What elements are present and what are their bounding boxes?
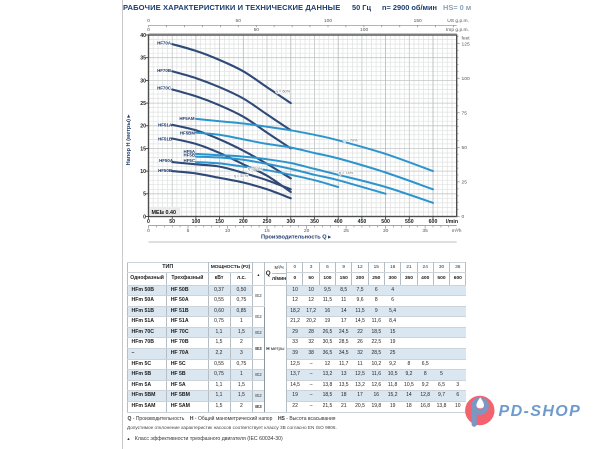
- svg-text:10: 10: [225, 228, 231, 234]
- svg-text:150: 150: [215, 219, 224, 225]
- svg-text:35: 35: [422, 228, 428, 234]
- svg-text:125: 125: [462, 41, 470, 47]
- svg-text:30: 30: [383, 228, 389, 234]
- svg-text:100: 100: [360, 27, 368, 33]
- svg-text:30: 30: [140, 78, 146, 84]
- svg-text:10: 10: [140, 169, 146, 175]
- svg-text:25: 25: [140, 101, 146, 107]
- svg-text:500: 500: [381, 219, 390, 225]
- svg-text:MEI≥ 0.40: MEI≥ 0.40: [152, 210, 177, 216]
- svg-text:HF5AM: HF5AM: [179, 116, 194, 121]
- svg-text:300: 300: [286, 219, 295, 225]
- svg-text:HF5BM: HF5BM: [180, 131, 195, 136]
- svg-text:HF70C: HF70C: [157, 86, 172, 91]
- svg-text:HF50B: HF50B: [158, 168, 172, 173]
- svg-text:Напор H (метры) ▸: Напор H (метры) ▸: [126, 113, 132, 165]
- svg-text:η = 60%: η = 60%: [276, 88, 291, 93]
- svg-text:20: 20: [304, 228, 310, 234]
- svg-text:50: 50: [462, 145, 468, 151]
- svg-text:100: 100: [324, 18, 332, 24]
- svg-text:35: 35: [140, 56, 146, 62]
- svg-text:5: 5: [187, 228, 190, 234]
- svg-text:40: 40: [140, 33, 146, 39]
- svg-text:HF5C: HF5C: [184, 158, 196, 163]
- svg-text:20: 20: [140, 124, 146, 130]
- svg-text:η = 70%: η = 70%: [343, 138, 358, 143]
- svg-text:US g.p.m.: US g.p.m.: [447, 18, 469, 24]
- svg-text:550: 550: [405, 219, 414, 225]
- svg-text:50: 50: [235, 18, 241, 24]
- svg-text:0: 0: [147, 18, 150, 24]
- svg-text:l/min: l/min: [446, 219, 458, 225]
- svg-text:100: 100: [192, 219, 201, 225]
- svg-text:15: 15: [264, 228, 270, 234]
- svg-text:0: 0: [462, 214, 465, 220]
- svg-text:250: 250: [263, 219, 272, 225]
- svg-text:HF70B: HF70B: [157, 68, 171, 73]
- svg-text:0: 0: [147, 219, 150, 225]
- svg-text:PD-SHOP: PD-SHOP: [499, 403, 582, 420]
- svg-text:HF50A: HF50A: [159, 158, 174, 163]
- svg-text:feet: feet: [462, 36, 471, 42]
- svg-text:25: 25: [343, 228, 349, 234]
- svg-text:HF5B: HF5B: [184, 153, 195, 158]
- svg-text:100: 100: [462, 76, 470, 82]
- svg-text:HF70A: HF70A: [157, 41, 172, 46]
- svg-text:50: 50: [169, 219, 175, 225]
- svg-text:75: 75: [462, 111, 468, 117]
- svg-text:150: 150: [414, 18, 422, 24]
- svg-text:600: 600: [429, 219, 438, 225]
- svg-text:0: 0: [147, 27, 150, 33]
- svg-text:200: 200: [239, 219, 248, 225]
- svg-text:0: 0: [147, 228, 150, 234]
- svg-text:0: 0: [143, 214, 146, 220]
- svg-text:5: 5: [143, 192, 146, 198]
- svg-text:15: 15: [140, 146, 146, 152]
- svg-text:50: 50: [254, 27, 260, 33]
- svg-text:450: 450: [358, 219, 367, 225]
- svg-text:Производительность Q ▸: Производительность Q ▸: [261, 235, 332, 241]
- svg-text:η = 57%: η = 57%: [234, 173, 249, 178]
- svg-text:HF5A: HF5A: [184, 149, 196, 154]
- svg-text:400: 400: [334, 219, 343, 225]
- svg-text:m³/h: m³/h: [452, 228, 462, 234]
- svg-text:HF51A: HF51A: [158, 123, 173, 128]
- svg-text:HF51B: HF51B: [158, 137, 172, 142]
- svg-text:350: 350: [310, 219, 319, 225]
- svg-text:25: 25: [462, 180, 468, 186]
- svg-text:η = 63%: η = 63%: [248, 166, 263, 171]
- svg-text:Imp g.p.m.: Imp g.p.m.: [446, 27, 469, 33]
- svg-text:η = 74%: η = 74%: [339, 170, 354, 175]
